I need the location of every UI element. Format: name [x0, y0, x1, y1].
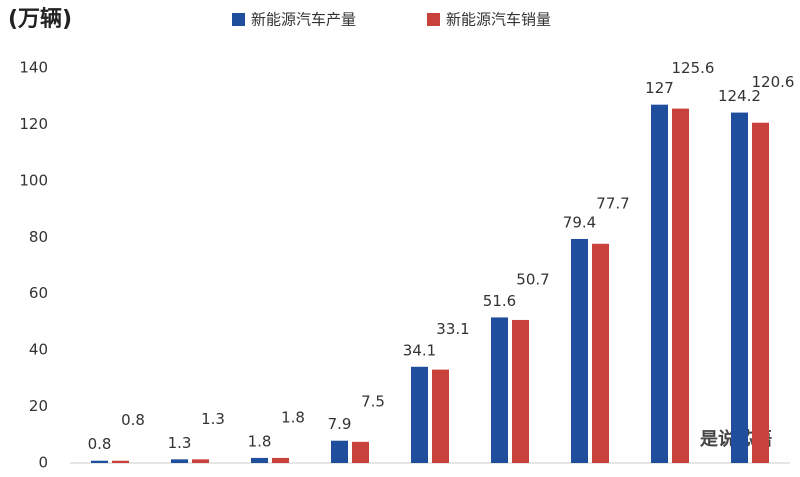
y-tick-label: 140: [19, 59, 48, 77]
data-label: 120.6: [752, 73, 795, 91]
bar: [352, 441, 369, 463]
bar: [432, 369, 449, 463]
data-label: 7.9: [328, 415, 352, 433]
bar: [731, 112, 748, 463]
data-label: 33.1: [436, 320, 469, 338]
data-label: 1.3: [201, 410, 225, 428]
data-label: 79.4: [563, 213, 596, 231]
bar: [672, 108, 689, 463]
bar: [491, 317, 508, 463]
data-label: 1.8: [281, 408, 305, 426]
data-label: 34.1: [403, 341, 436, 359]
data-label: 125.6: [672, 59, 715, 77]
legend-swatch: [232, 13, 245, 26]
bar: [571, 238, 588, 463]
bar: [512, 319, 529, 463]
y-tick-label: 0: [38, 454, 48, 472]
bar: [272, 457, 289, 463]
data-label: 1.3: [168, 434, 192, 452]
legend-label: 新能源汽车销量: [446, 11, 551, 29]
data-label: 1.8: [248, 432, 272, 450]
data-label: 50.7: [516, 270, 549, 288]
data-label: 124.2: [718, 87, 761, 105]
y-tick-label: 100: [19, 171, 48, 189]
data-label: 0.8: [121, 411, 145, 429]
bar: [651, 104, 668, 463]
bar: [192, 459, 209, 463]
bar: [171, 459, 188, 463]
data-label: 0.8: [88, 435, 112, 453]
y-axis-label: (万辆): [8, 6, 72, 32]
legend-label: 新能源汽车产量: [251, 11, 356, 29]
data-label: 7.5: [361, 392, 385, 410]
y-tick-label: 40: [29, 341, 48, 359]
bar: [752, 122, 769, 463]
data-label: 127: [645, 79, 674, 97]
bar: [592, 243, 609, 463]
legend-swatch: [427, 13, 440, 26]
bar: [411, 366, 428, 463]
bar: [251, 457, 268, 463]
y-tick-label: 120: [19, 115, 48, 133]
y-tick-label: 80: [29, 228, 48, 246]
data-label: 51.6: [483, 292, 516, 310]
y-tick-label: 20: [29, 397, 48, 415]
bar: [91, 460, 108, 463]
y-tick-label: 60: [29, 284, 48, 302]
data-label: 77.7: [596, 194, 629, 212]
bar: [331, 440, 348, 463]
bar: [112, 460, 129, 463]
